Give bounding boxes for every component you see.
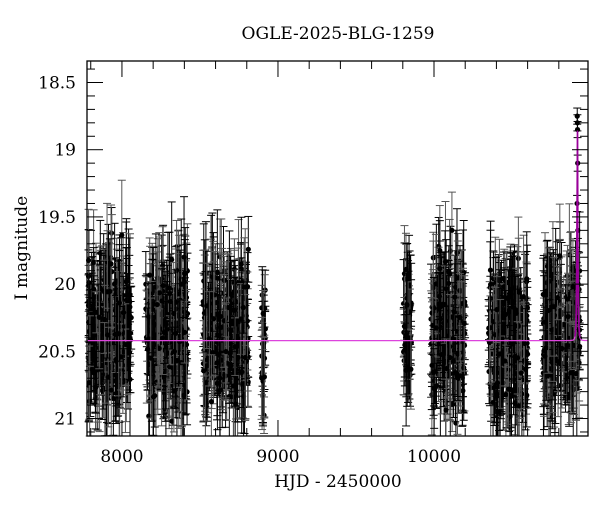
- model-curve: [87, 130, 589, 342]
- y-axis-label: I magnitude: [12, 196, 32, 300]
- axis-ticks: [87, 61, 588, 436]
- y-tick-label: 21: [54, 410, 76, 430]
- y-tick-label: 19: [54, 141, 76, 161]
- x-axis-tick-labels: 8000 9000 10000: [100, 447, 461, 467]
- y-tick-label: 20.5: [38, 342, 76, 362]
- x-tick-label: 10000: [407, 447, 461, 467]
- y-tick-label: 20: [54, 275, 76, 295]
- y-tick-label: 18.5: [38, 74, 76, 94]
- x-tick-label: 8000: [100, 447, 143, 467]
- y-tick-label: 19.5: [38, 208, 76, 228]
- plot-frame: [86, 60, 589, 437]
- x-tick-label: 9000: [256, 447, 299, 467]
- chart-title: OGLE-2025-BLG-1259: [242, 24, 435, 44]
- x-axis-label: HJD - 2450000: [274, 472, 402, 492]
- y-axis-tick-labels: 18.5 19 19.5 20 20.5 21: [38, 74, 76, 430]
- data-points-layer: [84, 107, 584, 437]
